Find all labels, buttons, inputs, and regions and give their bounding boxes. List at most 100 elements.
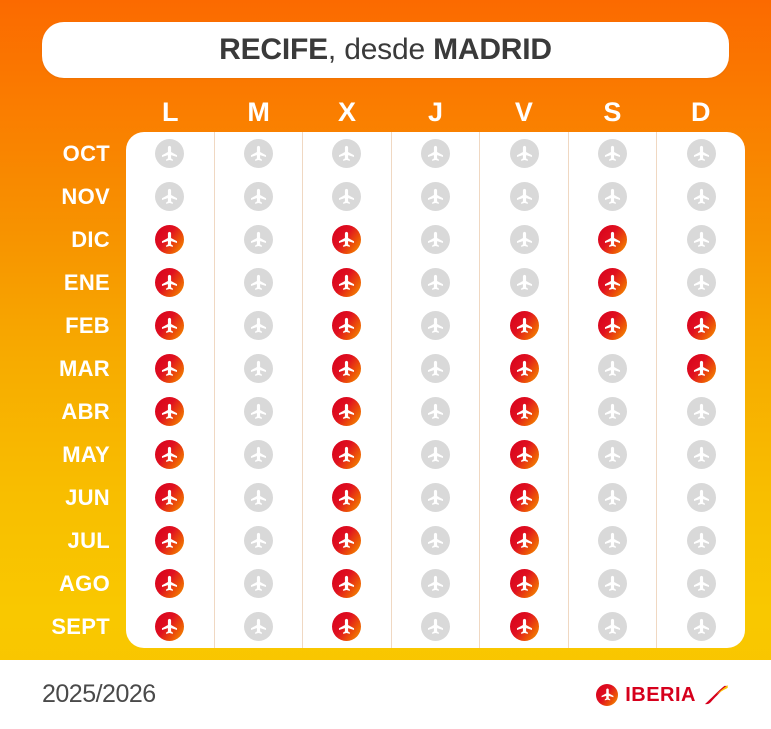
schedule-cell[interactable]	[480, 519, 568, 562]
schedule-cell[interactable]	[569, 605, 657, 648]
schedule-cell[interactable]	[215, 519, 303, 562]
schedule-grid	[126, 132, 745, 648]
schedule-cell[interactable]	[392, 261, 480, 304]
plane-inactive-icon	[421, 311, 451, 340]
schedule-cell[interactable]	[569, 347, 657, 390]
schedule-cell[interactable]	[215, 132, 303, 175]
schedule-cell[interactable]	[303, 433, 391, 476]
schedule-cell[interactable]	[480, 605, 568, 648]
schedule-cell[interactable]	[657, 390, 745, 433]
month-label-ago: AGO	[58, 570, 110, 596]
schedule-cell[interactable]	[569, 562, 657, 605]
schedule-cell[interactable]	[126, 476, 214, 519]
schedule-cell[interactable]	[303, 304, 391, 347]
schedule-cell[interactable]	[480, 433, 568, 476]
schedule-cell[interactable]	[392, 605, 480, 648]
schedule-cell[interactable]	[126, 519, 214, 562]
plane-active-icon	[332, 483, 362, 512]
schedule-cell[interactable]	[126, 562, 214, 605]
schedule-cell[interactable]	[126, 390, 214, 433]
schedule-cell[interactable]	[303, 476, 391, 519]
schedule-cell[interactable]	[392, 304, 480, 347]
schedule-cell[interactable]	[657, 132, 745, 175]
schedule-cell[interactable]	[480, 261, 568, 304]
schedule-cell[interactable]	[480, 562, 568, 605]
schedule-cell[interactable]	[392, 476, 480, 519]
schedule-cell[interactable]	[657, 519, 745, 562]
schedule-cell[interactable]	[657, 261, 745, 304]
schedule-cell[interactable]	[215, 175, 303, 218]
plane-inactive-icon	[509, 182, 539, 211]
schedule-cell[interactable]	[657, 304, 745, 347]
schedule-cell[interactable]	[480, 218, 568, 261]
schedule-cell[interactable]	[303, 175, 391, 218]
schedule-cell[interactable]	[126, 304, 214, 347]
schedule-cell[interactable]	[569, 175, 657, 218]
schedule-cell[interactable]	[657, 476, 745, 519]
plane-active-icon	[332, 440, 362, 469]
schedule-cell[interactable]	[569, 519, 657, 562]
plane-active-icon	[155, 311, 185, 340]
schedule-cell[interactable]	[303, 562, 391, 605]
schedule-cell[interactable]	[657, 433, 745, 476]
schedule-cell[interactable]	[215, 261, 303, 304]
schedule-cell[interactable]	[303, 261, 391, 304]
schedule-cell[interactable]	[480, 390, 568, 433]
schedule-cell[interactable]	[215, 347, 303, 390]
schedule-cell[interactable]	[303, 132, 391, 175]
schedule-cell[interactable]	[126, 261, 214, 304]
schedule-cell[interactable]	[657, 347, 745, 390]
day-column-d	[657, 132, 745, 648]
schedule-cell[interactable]	[569, 132, 657, 175]
schedule-cell[interactable]	[392, 347, 480, 390]
schedule-cell[interactable]	[480, 347, 568, 390]
schedule-cell[interactable]	[215, 605, 303, 648]
schedule-cell[interactable]	[392, 519, 480, 562]
schedule-cell[interactable]	[303, 519, 391, 562]
schedule-cell[interactable]	[657, 218, 745, 261]
schedule-cell[interactable]	[215, 476, 303, 519]
schedule-cell[interactable]	[215, 562, 303, 605]
schedule-cell[interactable]	[303, 218, 391, 261]
schedule-cell[interactable]	[303, 390, 391, 433]
schedule-cell[interactable]	[303, 347, 391, 390]
schedule-cell[interactable]	[569, 476, 657, 519]
schedule-cell[interactable]	[392, 433, 480, 476]
calendar-area: OCT NOV DIC ENE FEB MAR ABR MAY JUN JUL AGO SEPT	[0, 132, 771, 660]
schedule-cell[interactable]	[215, 433, 303, 476]
schedule-cell[interactable]	[392, 175, 480, 218]
schedule-cell[interactable]	[569, 304, 657, 347]
plane-inactive-icon	[421, 182, 451, 211]
schedule-cell[interactable]	[303, 605, 391, 648]
schedule-cell[interactable]	[126, 433, 214, 476]
schedule-cell[interactable]	[480, 175, 568, 218]
schedule-cell[interactable]	[215, 304, 303, 347]
schedule-cell[interactable]	[126, 605, 214, 648]
schedule-cell[interactable]	[392, 218, 480, 261]
schedule-cell[interactable]	[126, 218, 214, 261]
schedule-cell[interactable]	[126, 175, 214, 218]
schedule-cell[interactable]	[657, 175, 745, 218]
schedule-cell[interactable]	[657, 562, 745, 605]
schedule-cell[interactable]	[480, 476, 568, 519]
schedule-cell[interactable]	[569, 390, 657, 433]
connector-label: desde	[344, 33, 434, 66]
schedule-cell[interactable]	[215, 390, 303, 433]
plane-inactive-icon	[243, 311, 273, 340]
plane-inactive-icon	[598, 139, 628, 168]
plane-inactive-icon	[243, 268, 273, 297]
schedule-cell[interactable]	[392, 562, 480, 605]
schedule-cell[interactable]	[392, 390, 480, 433]
plane-inactive-icon	[598, 526, 628, 555]
schedule-cell[interactable]	[480, 132, 568, 175]
schedule-cell[interactable]	[569, 218, 657, 261]
schedule-cell[interactable]	[480, 304, 568, 347]
schedule-cell[interactable]	[569, 261, 657, 304]
schedule-cell[interactable]	[657, 605, 745, 648]
plane-inactive-icon	[686, 569, 716, 598]
schedule-cell[interactable]	[215, 218, 303, 261]
schedule-cell[interactable]	[392, 132, 480, 175]
schedule-cell[interactable]	[569, 433, 657, 476]
schedule-cell[interactable]	[126, 347, 214, 390]
schedule-cell[interactable]	[126, 132, 214, 175]
